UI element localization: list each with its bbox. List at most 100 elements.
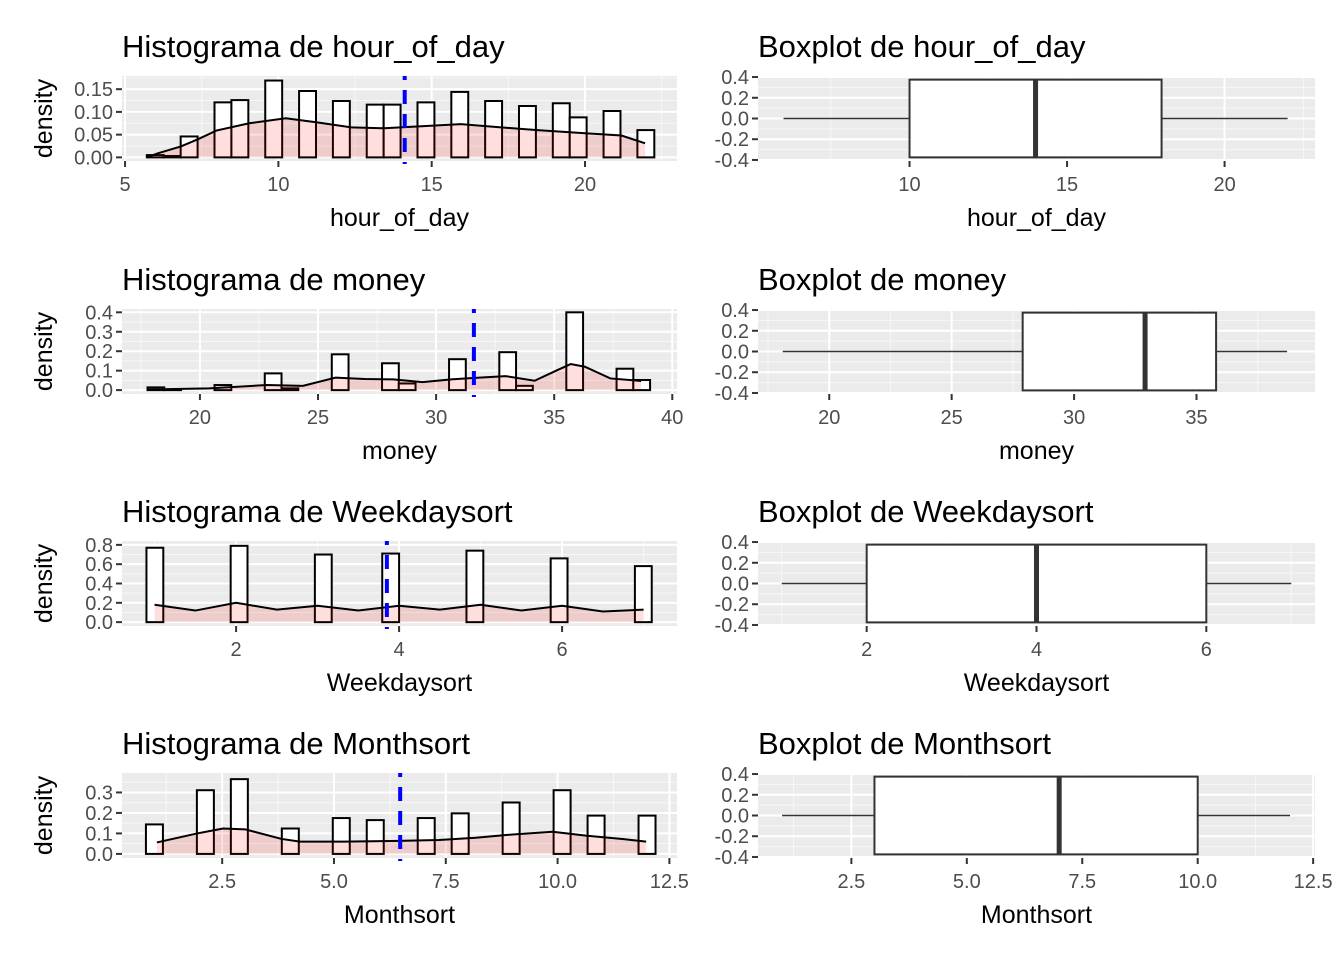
histogram-bar: [484, 100, 504, 159]
x-tick-label: 10: [898, 174, 920, 196]
x-tick-label: 5.0: [320, 871, 348, 893]
x-tick-label: 30: [1063, 407, 1085, 429]
y-tick-label: 0.4: [85, 302, 113, 324]
x-tick-label: 20: [818, 407, 840, 429]
x-tick-label: 15: [1056, 174, 1078, 196]
histogram-bar: [230, 99, 250, 159]
chart-title: Histograma de Weekdaysort: [122, 494, 513, 529]
x-tick-label: 12.5: [650, 871, 689, 893]
y-tick-label: -0.2: [715, 129, 749, 151]
histogram-bar: [145, 546, 165, 624]
x-tick-label: 10.0: [1178, 871, 1217, 893]
histogram-bar: [280, 387, 300, 392]
y-tick-label: 0.0: [85, 844, 113, 866]
y-tick-label: 0.0: [85, 612, 113, 634]
chart-title: Histograma de money: [122, 262, 426, 297]
y-tick-label: 0.2: [721, 785, 749, 807]
x-tick-label: 25: [307, 407, 329, 429]
box: [1021, 311, 1218, 392]
boxplot-panel: Boxplot de hour_of_day 10 15 20 0.40.20.0-0.…: [715, 29, 1315, 232]
y-tick-label: -0.4: [715, 615, 749, 637]
box: [873, 775, 1199, 856]
y-tick-label: -0.4: [715, 383, 749, 405]
histogram-bar: [568, 116, 588, 159]
x-axis-title: hour_of_day: [330, 204, 470, 232]
histogram-bar: [331, 817, 351, 855]
y-tick-label: 0.2: [85, 593, 113, 615]
x-axis-title: money: [362, 437, 438, 465]
y-tick-label: 0.10: [74, 102, 113, 124]
histogram-bar: [330, 353, 350, 392]
y-tick-label: 0.4: [721, 300, 749, 322]
histogram-bar: [416, 101, 436, 159]
density-curve: [146, 117, 646, 159]
x-tick-label: 6: [1201, 639, 1212, 661]
chart-title: Histograma de hour_of_day: [122, 29, 505, 64]
y-tick-label: 0.0: [721, 574, 749, 596]
histogram-bar: [636, 129, 656, 159]
histogram-bar: [144, 823, 164, 855]
x-axis-title: Weekdaysort: [964, 669, 1109, 697]
y-tick-label: 0.1: [85, 361, 113, 383]
histogram-bar: [632, 378, 652, 392]
y-tick-label: 0.8: [85, 535, 113, 557]
y-tick-label: -0.2: [715, 594, 749, 616]
y-axis-title: density: [30, 311, 58, 391]
x-tick-label: 20: [1213, 174, 1235, 196]
y-axis-title: density: [30, 78, 58, 158]
y-tick-label: 0.1: [85, 823, 113, 845]
histogram-bar: [365, 819, 385, 855]
histogram-bar: [552, 789, 572, 855]
x-tick-label: 5.0: [953, 871, 981, 893]
y-tick-label: 0.05: [74, 125, 113, 147]
x-tick-label: 6: [557, 639, 568, 661]
y-tick-label: 0.0: [721, 342, 749, 364]
histogram-bar: [515, 384, 534, 392]
boxplot-panel: Boxplot de Weekdaysort 2 4 6 0.40.20.0-0.2-0…: [715, 494, 1315, 697]
histogram-bar: [397, 382, 417, 392]
x-axis-title: money: [999, 437, 1075, 465]
x-tick-label: 25: [941, 407, 963, 429]
y-tick-label: 0.2: [85, 803, 113, 825]
x-tick-label: 35: [543, 407, 565, 429]
density-area: [154, 602, 644, 623]
y-tick-label: 0.15: [74, 79, 113, 101]
chart-title: Boxplot de Weekdaysort: [758, 494, 1094, 529]
x-axis-title: Monthsort: [344, 901, 455, 929]
y-tick-label: 0.3: [85, 782, 113, 804]
y-tick-label: 0.2: [721, 88, 749, 110]
chart-title: Boxplot de Monthsort: [758, 726, 1051, 761]
x-tick-label: 30: [425, 407, 447, 429]
x-tick-label: 20: [189, 407, 211, 429]
y-tick-label: -0.2: [715, 362, 749, 384]
histogram-bar: [586, 814, 606, 855]
x-tick-label: 2: [231, 639, 242, 661]
x-tick-label: 12.5: [1294, 871, 1333, 893]
x-tick-label: 2.5: [837, 871, 865, 893]
x-tick-label: 5: [120, 174, 131, 196]
density-curve: [147, 363, 642, 391]
x-axis-title: hour_of_day: [967, 204, 1107, 232]
histogram-bar: [633, 565, 653, 624]
histogram-bar: [382, 103, 402, 159]
y-tick-label: 0.0: [721, 109, 749, 131]
histogram-bar: [565, 311, 585, 392]
histogram-bar: [498, 351, 518, 392]
y-tick-label: 0.4: [721, 67, 749, 89]
chart-title: Boxplot de hour_of_day: [758, 29, 1086, 64]
y-tick-label: 0.4: [721, 764, 749, 786]
x-tick-label: 2: [861, 639, 872, 661]
histogram-bar: [416, 817, 436, 855]
chart-title: Boxplot de money: [758, 262, 1007, 297]
histogram-bar: [229, 778, 249, 855]
density-area: [147, 364, 642, 391]
x-axis-title: Monthsort: [981, 901, 1092, 929]
y-tick-label: 0.3: [85, 322, 113, 344]
y-tick-label: 0.00: [74, 147, 113, 169]
histogram-bar: [195, 789, 215, 855]
